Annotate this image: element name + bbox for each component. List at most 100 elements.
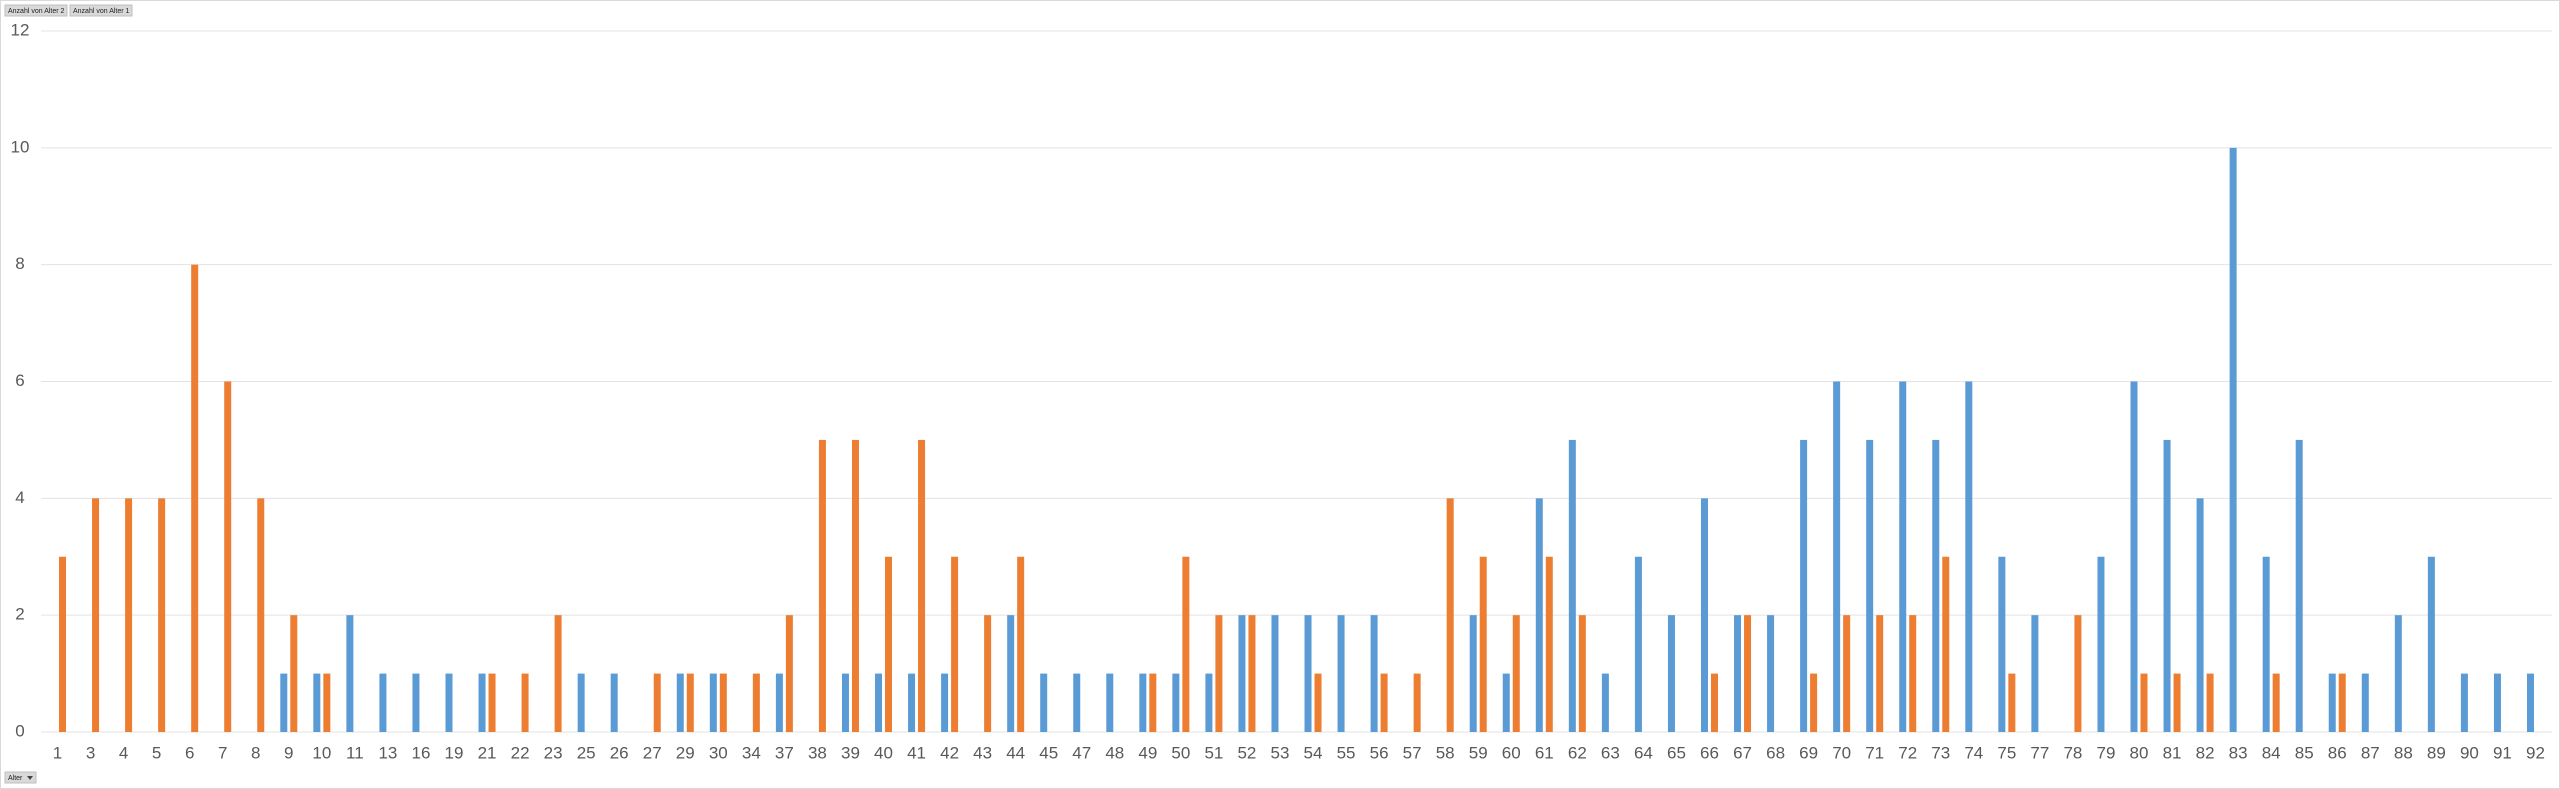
bar bbox=[1578, 615, 1586, 732]
bar bbox=[125, 498, 133, 732]
x-tick-label: 81 bbox=[2163, 743, 2182, 762]
x-tick-label: 84 bbox=[2262, 743, 2281, 762]
bar bbox=[1899, 381, 1907, 732]
bar bbox=[1810, 673, 1818, 732]
x-tick-label: 69 bbox=[1799, 743, 1818, 762]
bar bbox=[59, 556, 67, 732]
bar bbox=[1800, 439, 1808, 732]
bar bbox=[2361, 673, 2369, 732]
bar bbox=[2097, 556, 2105, 732]
bar bbox=[1634, 556, 1642, 732]
bar bbox=[191, 264, 199, 732]
y-tick-label: 8 bbox=[15, 254, 24, 273]
x-tick-label: 22 bbox=[511, 743, 530, 762]
bar bbox=[1073, 673, 1081, 732]
bar bbox=[2074, 615, 2082, 732]
x-tick-label: 19 bbox=[445, 743, 464, 762]
x-tick-label: 51 bbox=[1204, 743, 1223, 762]
x-tick-label: 72 bbox=[1898, 743, 1917, 762]
bar bbox=[445, 673, 453, 732]
bar bbox=[1139, 673, 1147, 732]
bar bbox=[1942, 556, 1950, 732]
x-tick-label: 66 bbox=[1700, 743, 1719, 762]
x-tick-label: 34 bbox=[742, 743, 761, 762]
bar bbox=[1998, 556, 2006, 732]
bar bbox=[2008, 673, 2016, 732]
bar bbox=[2272, 673, 2280, 732]
bar bbox=[1909, 615, 1917, 732]
x-tick-label: 4 bbox=[119, 743, 128, 762]
series-field-button[interactable] bbox=[4, 4, 68, 17]
bar bbox=[1304, 615, 1312, 732]
bar bbox=[2173, 673, 2181, 732]
bar bbox=[885, 556, 893, 732]
bar bbox=[984, 615, 992, 732]
y-tick-label: 2 bbox=[15, 605, 24, 624]
bar bbox=[1106, 673, 1114, 732]
bar bbox=[313, 673, 321, 732]
x-tick-label: 79 bbox=[2097, 743, 2116, 762]
x-tick-label: 7 bbox=[218, 743, 227, 762]
x-tick-label: 64 bbox=[1634, 743, 1653, 762]
x-tick-label: 89 bbox=[2427, 743, 2446, 762]
bar bbox=[2031, 615, 2039, 732]
x-tick-label: 90 bbox=[2460, 743, 2479, 762]
bar bbox=[379, 673, 387, 732]
x-tick-label: 5 bbox=[152, 743, 161, 762]
bar bbox=[346, 615, 354, 732]
x-tick-label: 50 bbox=[1171, 743, 1190, 762]
y-tick-label: 6 bbox=[15, 371, 24, 390]
x-tick-label: 21 bbox=[478, 743, 497, 762]
bar bbox=[1568, 439, 1576, 732]
bar bbox=[290, 615, 298, 732]
bar bbox=[577, 673, 585, 732]
bar bbox=[1149, 673, 1157, 732]
axis-field-button[interactable] bbox=[4, 771, 37, 784]
x-tick-label: 78 bbox=[2063, 743, 2082, 762]
x-tick-label: 92 bbox=[2526, 743, 2545, 762]
x-tick-label: 63 bbox=[1601, 743, 1620, 762]
bar bbox=[1601, 673, 1609, 732]
x-tick-label: 73 bbox=[1931, 743, 1950, 762]
x-tick-label: 29 bbox=[676, 743, 695, 762]
bar bbox=[2493, 673, 2501, 732]
bar bbox=[1502, 673, 1510, 732]
bar bbox=[610, 673, 618, 732]
x-tick-label: 6 bbox=[185, 743, 194, 762]
x-tick-label: 39 bbox=[841, 743, 860, 762]
bar bbox=[92, 498, 100, 732]
x-tick-label: 57 bbox=[1403, 743, 1422, 762]
bar bbox=[2262, 556, 2270, 732]
y-tick-label: 4 bbox=[15, 488, 24, 507]
x-tick-label: 10 bbox=[312, 743, 331, 762]
bar bbox=[1337, 615, 1345, 732]
bar bbox=[1866, 439, 1874, 732]
bar bbox=[818, 439, 826, 732]
bar bbox=[2526, 673, 2534, 732]
x-tick-label: 85 bbox=[2295, 743, 2314, 762]
x-tick-label: 53 bbox=[1271, 743, 1290, 762]
bar bbox=[676, 673, 684, 732]
bar bbox=[1965, 381, 1973, 732]
x-tick-label: 37 bbox=[775, 743, 794, 762]
bar bbox=[1545, 556, 1553, 732]
bar bbox=[1248, 615, 1256, 732]
bar bbox=[224, 381, 232, 732]
bar bbox=[1380, 673, 1388, 732]
series-field-button[interactable] bbox=[69, 4, 133, 17]
series-field-label: Anzahl von Alter 1 bbox=[73, 8, 130, 15]
bar bbox=[2338, 673, 2346, 732]
x-tick-label: 54 bbox=[1304, 743, 1323, 762]
bar bbox=[1446, 498, 1454, 732]
x-tick-label: 71 bbox=[1865, 743, 1884, 762]
bar bbox=[2229, 147, 2237, 733]
y-tick-label: 12 bbox=[11, 20, 30, 39]
bar bbox=[1182, 556, 1190, 732]
bar bbox=[1238, 615, 1246, 732]
x-tick-label: 23 bbox=[544, 743, 563, 762]
x-tick-label: 8 bbox=[251, 743, 260, 762]
bar bbox=[2394, 615, 2402, 732]
bar bbox=[521, 673, 529, 732]
bar bbox=[686, 673, 694, 732]
